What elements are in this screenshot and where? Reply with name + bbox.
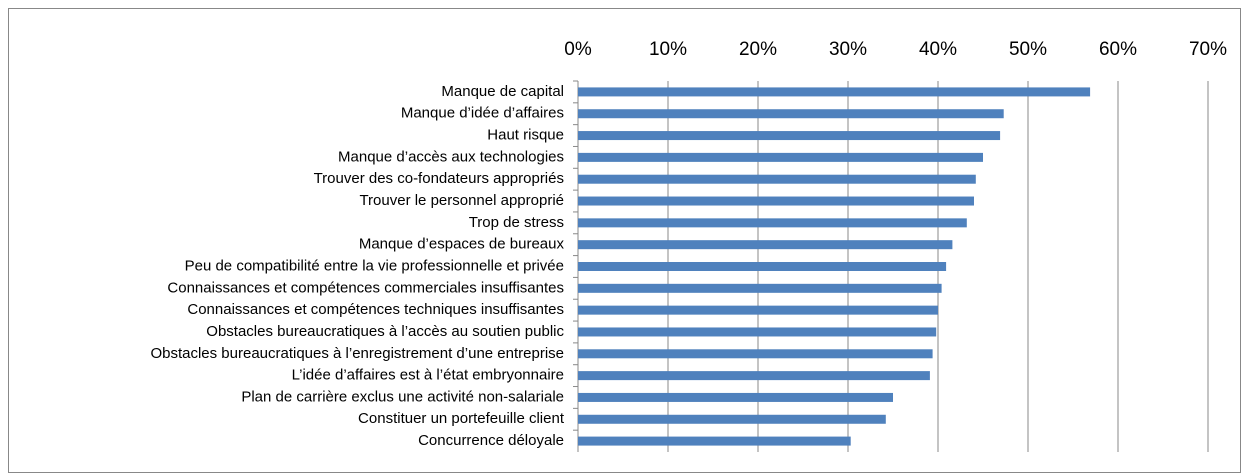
y-tick-label: Peu de compatibilité entre la vie profes… <box>185 257 564 274</box>
bar <box>578 109 1004 119</box>
y-tick-label: Concurrence déloyale <box>418 432 564 449</box>
y-tick-label: Trop de stress <box>469 214 564 231</box>
bar <box>578 371 930 381</box>
y-tick-label: Manque d’espaces de bureaux <box>359 236 565 253</box>
bar <box>578 392 893 402</box>
y-tick-label: Trouver des co-fondateurs appropriés <box>314 170 564 187</box>
bar <box>578 87 1091 97</box>
x-tick-label: 50% <box>1009 39 1047 60</box>
bar <box>578 349 933 359</box>
x-tick-label: 70% <box>1189 39 1227 60</box>
y-tick-label: Plan de carrière exclus une activité non… <box>241 388 564 405</box>
bar <box>578 196 974 206</box>
bar <box>578 436 851 446</box>
y-tick-label: Haut risque <box>487 127 564 144</box>
bar <box>578 131 1001 141</box>
x-tick-label: 10% <box>649 39 687 60</box>
x-tick-label: 20% <box>739 39 777 60</box>
y-tick-label: Connaissances et compétences techniques … <box>187 301 564 318</box>
x-tick-label: 30% <box>829 39 867 60</box>
x-tick-label: 60% <box>1099 39 1137 60</box>
bar <box>578 414 886 424</box>
bar <box>578 262 947 271</box>
bar <box>578 152 983 162</box>
y-tick-label: Obstacles bureaucratiques à l’enregistre… <box>150 345 564 362</box>
y-tick-label: Manque d’accès aux technologies <box>338 148 564 165</box>
bar <box>578 218 967 228</box>
bar <box>578 327 937 337</box>
x-tick-label: 0% <box>564 39 592 60</box>
y-tick-label: Trouver le personnel approprié <box>359 192 564 209</box>
y-tick-label: Connaissances et compétences commerciale… <box>167 279 564 296</box>
bar <box>578 240 953 250</box>
y-tick-label: Constituer un portefeuille client <box>358 410 565 427</box>
y-tick-label: Obstacles bureaucratiques à l’accès au s… <box>206 323 564 340</box>
bar <box>578 174 976 184</box>
y-tick-label: Manque d’idée d’affaires <box>401 105 564 122</box>
y-tick-label: L’idée d’affaires est à l’état embryonna… <box>292 367 564 384</box>
bar <box>578 305 938 315</box>
y-tick-label: Manque de capital <box>441 83 564 100</box>
x-tick-label: 40% <box>919 39 957 60</box>
bar <box>578 283 942 293</box>
